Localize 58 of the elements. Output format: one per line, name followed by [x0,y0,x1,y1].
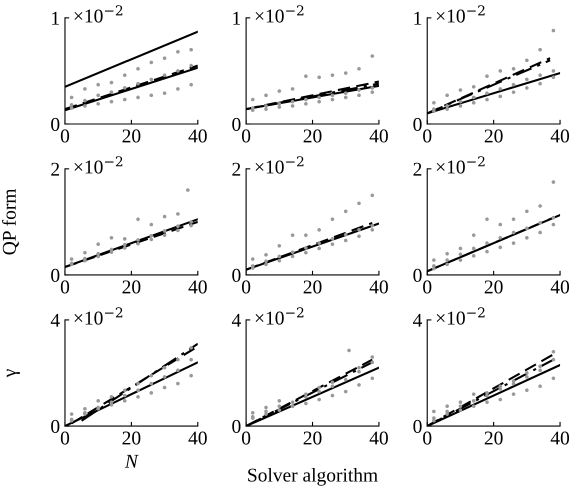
x-tick-label: 40 [188,280,207,294]
y-tick-label: 0 [51,420,60,433]
x-tick-label: 20 [484,431,503,445]
y-axis-title: QP form [2,188,19,255]
y-axis-title: γ [6,369,20,378]
x-tick-label: 40 [370,431,388,445]
annotation: ×10$^{−2}$ [436,307,485,325]
annotation: ×10$^{−2}$ [436,156,485,174]
x-tick-label: 0 [242,129,250,143]
x-tick-label: 0 [242,280,250,294]
y-tick-label: 2 [232,162,240,176]
annotation: ×10$^{−2}$ [436,5,485,23]
y-tick-label: 4 [50,314,60,327]
x-tick-label: 20 [484,280,503,294]
x-tick-label: 20 [122,129,140,143]
y-tick-label: 0 [413,118,422,131]
y-tick-label: 0 [413,420,422,433]
annotation: ×10$^{−2}$ [256,156,304,174]
x-tick-label: 40 [550,431,570,445]
x-tick-label: 20 [484,129,503,143]
y-tick-label: 0 [232,420,240,433]
x-tick-label: 0 [423,431,432,445]
x-tick-label: 40 [370,280,388,294]
y-tick-label: 1 [52,12,59,25]
x-tick-label: 20 [304,129,322,143]
y-tick-label: 0 [51,118,60,131]
y-tick-label: 0 [51,268,60,282]
x-tick-label: 40 [370,129,388,143]
x-axis-title: N [124,454,139,468]
y-tick-label: 2 [413,162,422,176]
x-tick-label: 0 [423,129,432,143]
annotation: ×10$^{−2}$ [256,307,304,325]
x-tick-label: 40 [188,431,207,445]
y-tick-label: 0 [232,118,240,131]
x-tick-label: 40 [550,129,570,143]
x-tick-label: 0 [423,280,432,294]
annotation: ×10$^{−2}$ [74,156,122,174]
x-tick-label: 20 [122,280,140,294]
x-tick-label: 0 [60,280,70,294]
annotation: ×10$^{−2}$ [256,5,304,23]
x-tick-label: 40 [550,280,570,294]
x-tick-label: 20 [304,431,322,445]
y-tick-label: 1 [233,12,240,25]
x-axis-title: Solver algorithm [248,468,378,486]
x-tick-label: 0 [60,431,70,445]
x-tick-label: 20 [122,431,140,445]
y-tick-label: 0 [232,268,240,282]
annotation: ×10$^{−2}$ [74,307,122,325]
x-tick-label: 40 [188,129,207,143]
y-tick-label: 1 [414,12,422,25]
x-tick-label: 20 [304,280,322,294]
x-tick-label: 0 [60,129,70,143]
y-tick-label: 4 [413,314,422,327]
y-tick-label: 0 [413,268,422,282]
annotation: ×10$^{−2}$ [74,5,122,23]
x-tick-label: 0 [242,431,250,445]
y-tick-label: 4 [232,314,241,327]
y-tick-label: 2 [51,162,60,176]
